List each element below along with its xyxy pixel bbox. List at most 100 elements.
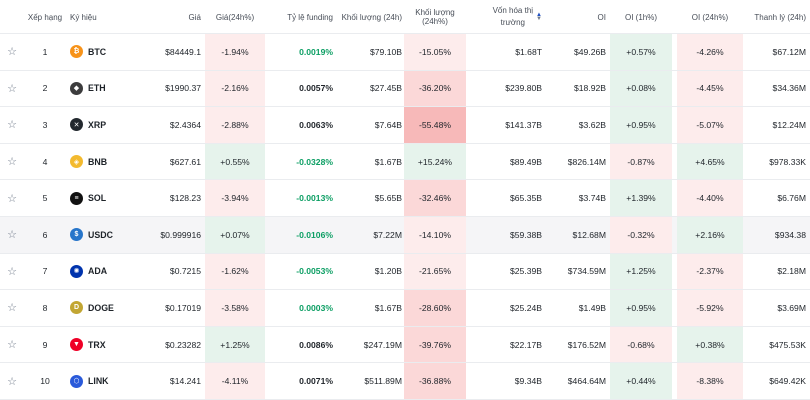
oi-1h-cell: +0.08% — [610, 70, 672, 107]
funding-cell: 0.0019% — [299, 46, 333, 57]
volume-cell: $1.20B — [374, 266, 402, 277]
funding-cell: 0.0086% — [299, 339, 333, 350]
table-row[interactable]: ☆ 10 ⬡ LINK $14.241 -4.11% 0.0071% $511.89M -36.… — [0, 363, 810, 400]
table-row[interactable]: ☆ 5 ≡ SOL $128.23 -3.94% -0.0013% $5.65B -32.46%… — [0, 180, 810, 217]
funding-cell: 0.0071% — [299, 376, 333, 387]
table-row[interactable]: ☆ 9 ▼ TRX $0.23282 +1.25% 0.0086% $247.19M -39.7… — [0, 326, 810, 364]
price-cell: $128.23 — [169, 193, 201, 204]
funding-cell: -0.0106% — [296, 229, 333, 240]
favorite-star-icon[interactable]: ☆ — [7, 192, 17, 205]
favorite-star-icon[interactable]: ☆ — [7, 339, 17, 352]
funding-cell: 0.0063% — [299, 119, 333, 130]
volume-change-cell: -28.60% — [404, 290, 466, 326]
market-cap-cell: $239.80B — [505, 83, 542, 94]
coin-icon: D — [70, 301, 83, 315]
favorite-star-icon[interactable]: ☆ — [7, 302, 17, 315]
rank-cell: 4 — [42, 156, 48, 167]
coin-icon: ◆ — [70, 81, 83, 95]
favorite-star-icon[interactable]: ☆ — [7, 119, 17, 132]
price-change-cell: -3.94% — [205, 180, 265, 216]
symbol-label: USDC — [88, 229, 113, 240]
table-header: Xếp hạng Ký hiệu Giá Giá(24h%) Tỷ lệ fun… — [0, 0, 810, 34]
table-row[interactable]: ☆ 4 ◈ BNB $627.61 +0.55% -0.0328% $1.67B +15.24%… — [0, 143, 810, 181]
volume-cell: $5.65B — [374, 193, 402, 204]
symbol-label: XRP — [88, 119, 107, 130]
symbol-cell[interactable]: ⬡ LINK — [70, 363, 136, 399]
header-rank[interactable]: Xếp hạng — [27, 12, 63, 22]
volume-cell: $27.45B — [369, 83, 402, 94]
favorite-star-icon[interactable]: ☆ — [7, 156, 17, 169]
liquidation-cell: $2.18M — [777, 266, 806, 277]
oi-1h-cell: -0.32% — [610, 217, 672, 253]
oi-24h-cell: -4.45% — [677, 70, 743, 107]
funding-cell: -0.0013% — [296, 193, 333, 204]
header-price-change[interactable]: Giá(24h%) — [215, 12, 255, 22]
volume-change-cell: -14.10% — [404, 217, 466, 253]
price-cell: $84449.1 — [165, 46, 201, 57]
coin-icon: ✺ — [70, 264, 83, 278]
favorite-star-icon[interactable]: ☆ — [7, 265, 17, 278]
table-row[interactable]: ☆ 2 ◆ ETH $1990.37 -2.16% 0.0057% $27.45B -36.20… — [0, 70, 810, 108]
symbol-cell[interactable]: $ USDC — [70, 217, 136, 253]
price-change-cell: -1.62% — [205, 253, 265, 290]
price-change-cell: -2.16% — [205, 70, 265, 107]
symbol-cell[interactable]: ▼ TRX — [70, 327, 136, 363]
symbol-cell[interactable]: ₿ BTC — [70, 34, 136, 70]
coin-icon: ✕ — [70, 118, 83, 132]
header-market-cap-line2: trường — [500, 18, 525, 27]
oi-1h-cell: +0.95% — [610, 290, 672, 326]
header-symbol[interactable]: Ký hiệu — [70, 12, 97, 22]
favorite-star-icon[interactable]: ☆ — [7, 375, 17, 388]
header-market-cap[interactable]: Vốn hóa thị trường ▲ ▼ — [470, 0, 542, 34]
header-market-cap-line1: Vốn hóa thị — [492, 6, 534, 15]
oi-cell: $1.49B — [578, 302, 606, 313]
oi-1h-cell: -0.68% — [610, 326, 672, 363]
favorite-star-icon[interactable]: ☆ — [7, 229, 17, 242]
oi-cell: $464.64M — [567, 376, 606, 387]
oi-1h-cell: +0.95% — [610, 107, 672, 143]
liquidation-cell: $649.42K — [769, 376, 806, 387]
coin-icon: ₿ — [70, 45, 83, 59]
table-row[interactable]: ☆ 1 ₿ BTC $84449.1 -1.94% 0.0019% $79.10B -15.05… — [0, 34, 810, 71]
rank-cell: 10 — [40, 376, 50, 387]
funding-cell: -0.0053% — [296, 266, 333, 277]
price-cell: $1990.37 — [165, 83, 201, 94]
header-volume-change[interactable]: Khối lượng (24h%) — [415, 8, 455, 26]
symbol-cell[interactable]: ✺ ADA — [70, 254, 136, 290]
coin-icon: ≡ — [70, 191, 83, 205]
funding-cell: 0.0057% — [299, 83, 333, 94]
symbol-cell[interactable]: ◆ ETH — [70, 71, 136, 107]
price-change-cell: -4.11% — [205, 363, 265, 399]
favorite-star-icon[interactable]: ☆ — [7, 46, 17, 59]
volume-change-cell: +15.24% — [404, 143, 466, 180]
header-oi-24h[interactable]: OI (24h%) — [691, 12, 729, 22]
symbol-cell[interactable]: ✕ XRP — [70, 107, 136, 143]
symbol-cell[interactable]: ◈ BNB — [70, 144, 136, 180]
volume-cell: $1.67B — [374, 156, 402, 167]
header-price[interactable]: Giá — [188, 12, 201, 22]
coin-icon: ⬡ — [70, 374, 83, 388]
rank-cell: 5 — [42, 193, 48, 204]
symbol-cell[interactable]: ≡ SOL — [70, 180, 136, 216]
price-cell: $627.61 — [169, 156, 201, 167]
volume-change-cell: -39.76% — [404, 326, 466, 363]
market-cap-cell: $25.39B — [509, 266, 542, 277]
table-row[interactable]: ☆ 7 ✺ ADA $0.7215 -1.62% -0.0053% $1.20B -21.65%… — [0, 253, 810, 291]
symbol-cell[interactable]: D DOGE — [70, 290, 136, 326]
header-volume[interactable]: Khối lượng (24h) — [341, 12, 402, 22]
header-funding[interactable]: Tỷ lệ funding — [287, 12, 333, 22]
oi-24h-cell: -4.26% — [677, 34, 743, 70]
price-cell: $0.999916 — [160, 229, 201, 240]
header-liquidation[interactable]: Thanh lý (24h) — [754, 12, 806, 22]
table-row[interactable]: ☆ 8 D DOGE $0.17019 -3.58% 0.0003% $1.67B -28.60… — [0, 290, 810, 327]
oi-24h-cell: -5.07% — [677, 107, 743, 143]
table-row[interactable]: ☆ 3 ✕ XRP $2.4364 -2.88% 0.0063% $7.64B -55.48% $… — [0, 107, 810, 144]
favorite-star-icon[interactable]: ☆ — [7, 82, 17, 95]
volume-change-cell: -21.65% — [404, 253, 466, 290]
volume-cell: $7.22M — [373, 229, 402, 240]
table-row[interactable]: ☆ 6 $ USDC $0.999916 +0.07% -0.0106% $7.22M -14.… — [0, 217, 810, 254]
header-oi-1h[interactable]: OI (1h%) — [624, 12, 657, 22]
sort-icon[interactable]: ▲ ▼ — [536, 12, 542, 22]
liquidation-cell: $34.36M — [772, 83, 806, 94]
header-oi[interactable]: OI — [597, 12, 606, 22]
